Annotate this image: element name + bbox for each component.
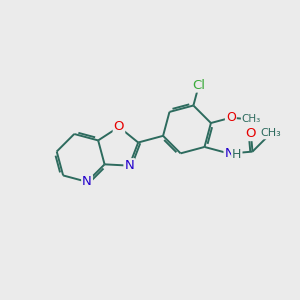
- Text: N: N: [82, 176, 92, 188]
- Text: O: O: [246, 127, 256, 140]
- Text: H: H: [232, 148, 242, 160]
- Text: N: N: [124, 159, 134, 172]
- Text: Cl: Cl: [192, 79, 206, 92]
- Text: O: O: [114, 120, 124, 134]
- Text: N: N: [224, 147, 234, 160]
- Text: CH₃: CH₃: [260, 128, 281, 138]
- Text: O: O: [226, 111, 236, 124]
- Text: CH₃: CH₃: [242, 115, 261, 124]
